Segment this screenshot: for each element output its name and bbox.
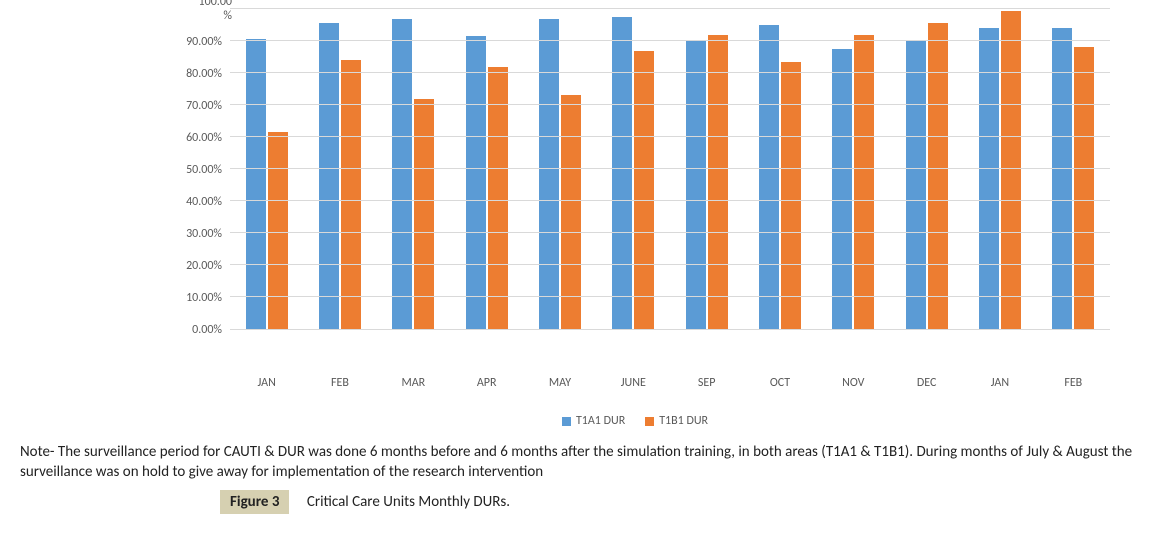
bar-group [523, 10, 596, 329]
y-tick-label: 30.00% [186, 227, 222, 241]
x-tick-label: JAN [230, 370, 303, 390]
bar [686, 41, 706, 329]
bar [414, 99, 434, 329]
bar [341, 60, 361, 329]
y-tick-label: 60.00% [186, 131, 222, 145]
gridline [230, 296, 1110, 297]
x-tick-label: JUNE [597, 370, 670, 390]
x-tick-label: FEB [303, 370, 376, 390]
y-tick-label: 70.00% [186, 99, 222, 113]
bar [319, 23, 339, 329]
figure-caption-row: Figure 3 Critical Care Units Monthly DUR… [20, 490, 1138, 514]
legend-label: T1B1 DUR [659, 414, 708, 428]
bar-group [230, 10, 303, 329]
figure-label: Figure 3 [220, 490, 289, 514]
x-tick-label: OCT [743, 370, 816, 390]
y-tick-label: 50.00% [186, 163, 222, 177]
bar [246, 39, 266, 329]
bar [928, 23, 948, 329]
y-tick-label: 40.00% [186, 195, 222, 209]
legend: T1A1 DUR T1B1 DUR [160, 414, 1110, 430]
legend-label: T1A1 DUR [576, 414, 625, 428]
bar [1074, 47, 1094, 329]
x-tick-label: MAR [377, 370, 450, 390]
gridline [230, 264, 1110, 265]
bar [392, 19, 412, 329]
bar-group [1037, 10, 1110, 329]
bar-group [890, 10, 963, 329]
bar [1052, 28, 1072, 329]
gridline [230, 136, 1110, 137]
gridline [230, 232, 1110, 233]
x-tick-label: SEP [670, 370, 743, 390]
x-axis-labels: JANFEBMARAPRMAYJUNESEPOCTNOVDECJANFEB [230, 370, 1110, 390]
x-tick-label: APR [450, 370, 523, 390]
chart-container: 100.00%90.00%80.00%70.00%60.00%50.00%40.… [160, 10, 1110, 430]
bar [488, 67, 508, 329]
bar-group [817, 10, 890, 329]
bar [268, 132, 288, 329]
legend-item: T1A1 DUR [562, 414, 625, 428]
bar [612, 17, 632, 329]
legend-swatch [562, 417, 571, 426]
gridline [230, 8, 1110, 9]
bar [759, 25, 779, 329]
bar [979, 28, 999, 329]
x-tick-label: NOV [817, 370, 890, 390]
x-tick-label: DEC [890, 370, 963, 390]
bar [634, 51, 654, 329]
gridline [230, 72, 1110, 73]
legend-swatch [645, 417, 654, 426]
y-tick-label: 80.00% [186, 67, 222, 81]
bar-groups [230, 10, 1110, 329]
note-text: Note- The surveillance period for CAUTI … [20, 442, 1138, 483]
plot-area: 100.00%90.00%80.00%70.00%60.00%50.00%40.… [160, 10, 1110, 370]
bar-group [963, 10, 1036, 329]
bar-group [377, 10, 450, 329]
bar [906, 41, 926, 329]
x-tick-label: JAN [963, 370, 1036, 390]
bar [539, 19, 559, 329]
y-tick-label: 10.00% [186, 291, 222, 305]
figure-caption: Critical Care Units Monthly DURs. [307, 493, 510, 511]
bar-group [743, 10, 816, 329]
x-tick-label: FEB [1037, 370, 1110, 390]
bar [854, 35, 874, 329]
bar-group [670, 10, 743, 329]
bar [1001, 11, 1021, 329]
y-tick-label: 100.00% [199, 0, 232, 24]
y-tick-label: 20.00% [186, 259, 222, 273]
bar [561, 95, 581, 329]
y-axis: 100.00%90.00%80.00%70.00%60.00%50.00%40.… [160, 10, 230, 330]
gridline [230, 40, 1110, 41]
bar-group [303, 10, 376, 329]
y-tick-label: 90.00% [186, 35, 222, 49]
legend-item: T1B1 DUR [645, 414, 708, 428]
y-tick-label: 0.00% [192, 323, 222, 337]
grid-region [230, 10, 1110, 330]
bar-group [597, 10, 670, 329]
bar [832, 49, 852, 329]
x-tick-label: MAY [523, 370, 596, 390]
bar [781, 62, 801, 329]
bar-group [450, 10, 523, 329]
bar [466, 36, 486, 329]
gridline [230, 200, 1110, 201]
gridline [230, 168, 1110, 169]
bar [708, 35, 728, 329]
gridline [230, 104, 1110, 105]
